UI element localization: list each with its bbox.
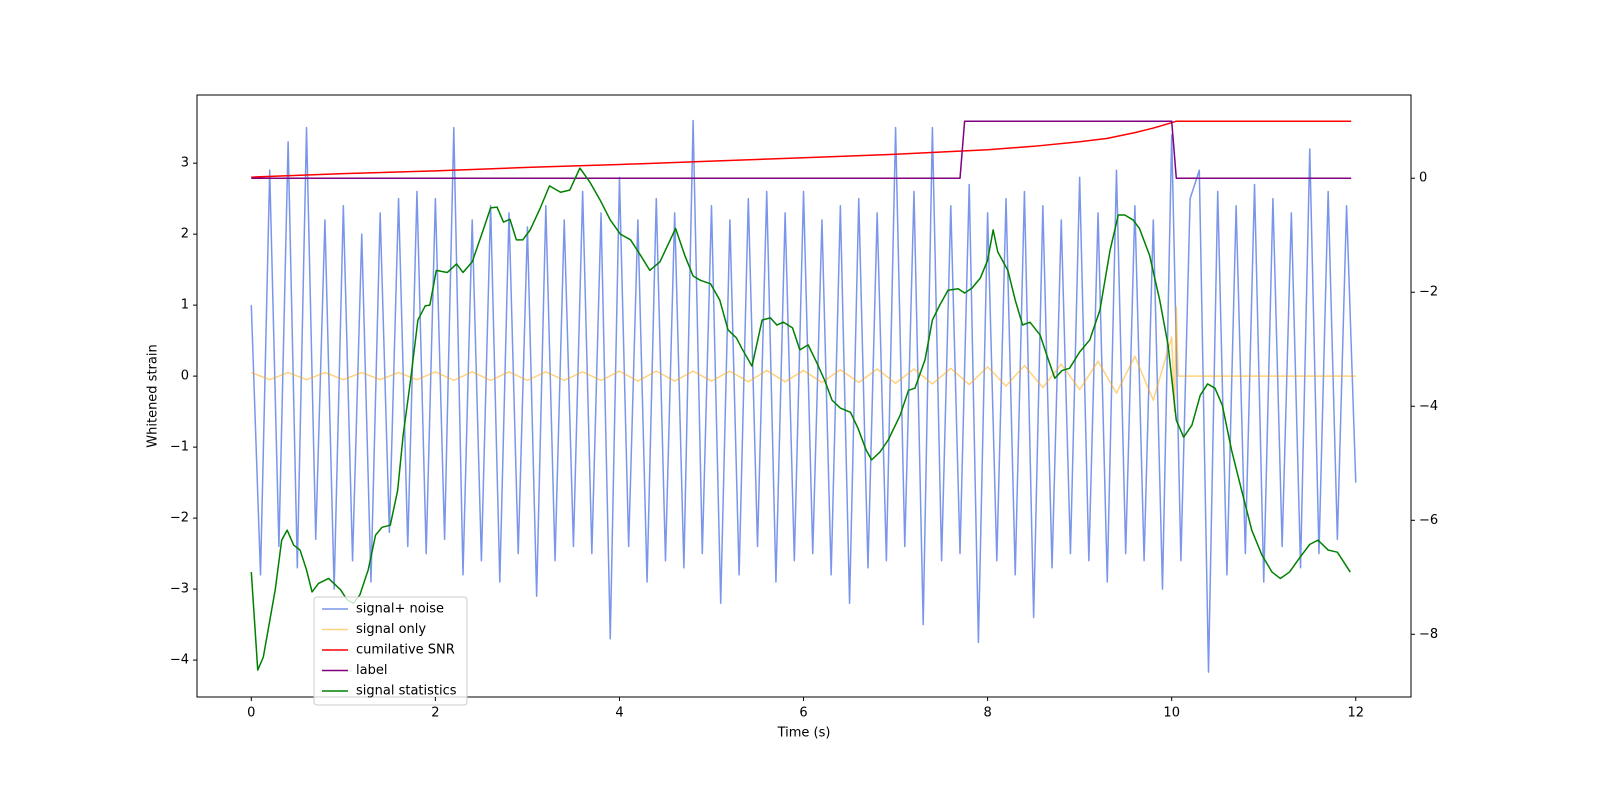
- series-line: [250, 167, 1351, 671]
- x-tick-label: 10: [1163, 706, 1180, 721]
- legend-box: [313, 596, 468, 706]
- x-tick-label: 8: [983, 706, 991, 721]
- y-tick-label: −3: [170, 582, 189, 597]
- x-tick-label: 12: [1348, 706, 1365, 721]
- y-tick-label: 1: [181, 298, 189, 313]
- y2-tick-label: 0: [1419, 171, 1427, 186]
- x-tick-label: 2: [431, 706, 439, 721]
- series-line: [250, 119, 1357, 673]
- y2-tick-label: −8: [1419, 627, 1438, 642]
- y2-tick-label: −4: [1419, 399, 1438, 414]
- x-tick-label: 6: [799, 706, 807, 721]
- legend-label: signal statistics: [356, 684, 457, 699]
- series-line: [251, 306, 1356, 413]
- y-tick-label: −4: [170, 653, 189, 668]
- y-axis-label: Whitened strain: [146, 344, 161, 447]
- y-tick-label: −2: [170, 511, 189, 526]
- y2-tick-label: −6: [1419, 513, 1438, 528]
- legend-label: label: [356, 663, 387, 678]
- legend-label: signal only: [356, 622, 426, 637]
- legend-label: cumilative SNR: [356, 643, 455, 658]
- y2-tick-label: −2: [1419, 285, 1438, 300]
- legend: signal+ noise signal only cumilative SNR la…: [313, 596, 468, 706]
- y-tick-label: −1: [170, 440, 189, 455]
- y-tick-label: 2: [181, 227, 189, 242]
- legend-label: signal+ noise: [356, 602, 444, 617]
- x-tick-label: 0: [247, 706, 255, 721]
- y-tick-label: 0: [181, 369, 189, 384]
- y-tick-label: 3: [181, 156, 189, 171]
- plot-area: [250, 119, 1357, 673]
- x-axis-label: Time (s): [777, 726, 831, 741]
- series-line: [251, 120, 1352, 178]
- x-tick-label: 4: [615, 706, 623, 721]
- series-line: [251, 120, 1352, 179]
